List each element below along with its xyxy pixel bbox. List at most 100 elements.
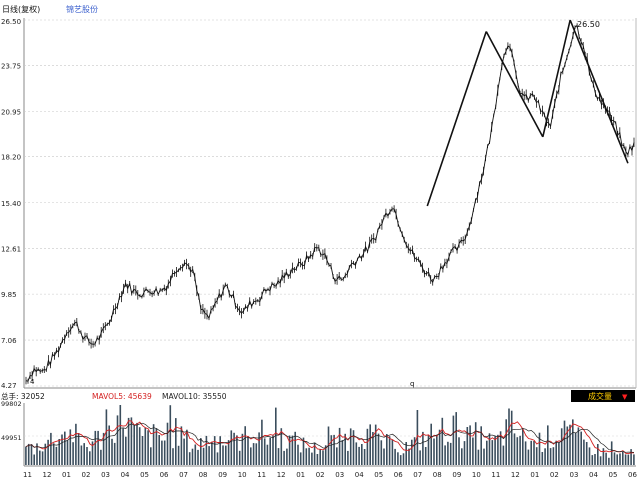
volume-bar: [230, 430, 233, 465]
volume-button-label: 成交量: [588, 391, 612, 401]
month-label: 11: [23, 471, 32, 479]
volume-bar: [333, 434, 335, 465]
volume-bar: [427, 435, 430, 465]
volume-bar: [391, 439, 394, 465]
volume-bar: [608, 457, 610, 465]
price-tick-label: 12.61: [1, 246, 21, 254]
volume-indicator-button[interactable]: 成交量 ▼: [571, 390, 635, 402]
volume-bar: [463, 441, 466, 465]
volume-bar: [227, 440, 230, 465]
volume-bar: [633, 454, 635, 465]
volume-bar: [64, 431, 66, 465]
volume-bar: [41, 451, 44, 465]
volume-bar: [205, 435, 208, 465]
volume-bar: [330, 435, 333, 465]
volume-bar: [33, 454, 35, 465]
volume-bar: [577, 427, 580, 465]
volume-bar: [599, 456, 602, 465]
month-label: 10: [472, 471, 481, 479]
volume-bar: [535, 447, 538, 465]
volume-bar: [313, 442, 316, 465]
volume-bar: [522, 428, 524, 465]
volume-bar: [366, 428, 369, 465]
volume-bar: [105, 409, 108, 465]
volume-bar: [286, 448, 288, 465]
volume-axis-mid: 49951: [1, 434, 22, 442]
volume-bar: [277, 448, 280, 465]
volume-bar: [213, 436, 216, 465]
volume-bar: [322, 450, 324, 465]
volume-bar: [166, 422, 169, 465]
vol-total-label: 总手: 32052: [1, 391, 45, 401]
volume-bar: [552, 447, 555, 465]
volume-button-bg: [571, 390, 635, 402]
volume-bar: [397, 452, 399, 465]
volume-bar: [55, 446, 58, 465]
volume-bar: [430, 423, 432, 465]
month-label: 01: [296, 471, 305, 479]
volume-bar: [466, 427, 469, 465]
volume-bar: [377, 433, 380, 465]
price-tick-label: 15.40: [1, 200, 21, 208]
volume-bar: [544, 448, 546, 465]
month-label: 06: [160, 471, 169, 479]
volume-bar: [336, 447, 338, 465]
price-panel[interactable]: 26.50 23.75 20.95 18.20 15.40 12.61 9.85 7.06 4.…: [1, 18, 637, 390]
volume-bar: [266, 444, 269, 465]
volume-bar: [150, 447, 152, 465]
volume-bar: [294, 431, 296, 465]
volume-panel[interactable]: 总手: 32052 MAVOL5: 45639 MAVOL10: 35550 成…: [1, 389, 636, 467]
volume-bar: [433, 438, 435, 465]
month-label: 04: [121, 471, 130, 479]
volume-bar: [69, 429, 72, 465]
volume-bar: [108, 425, 110, 465]
volume-bar: [455, 412, 457, 465]
volume-bar: [585, 442, 588, 465]
month-label: 03: [570, 471, 579, 479]
volume-bar: [241, 433, 244, 465]
volume-bar: [316, 454, 319, 465]
month-label: 08: [433, 471, 442, 479]
volume-bar: [58, 439, 60, 465]
volume-bar: [527, 449, 530, 465]
volume-bar: [472, 437, 474, 465]
month-label: 05: [609, 471, 618, 479]
volume-bar: [247, 436, 249, 465]
volume-bar: [461, 448, 463, 465]
volume-bar: [597, 444, 599, 465]
volume-bar: [186, 429, 188, 465]
month-label: 01: [62, 471, 71, 479]
volume-bar: [30, 444, 33, 465]
volume-bar: [341, 440, 344, 465]
volume-bar: [361, 444, 363, 465]
volume-bar: [613, 452, 616, 465]
volume-bar: [147, 430, 149, 465]
volume-bar: [200, 438, 202, 465]
volume-bar: [158, 435, 160, 465]
month-label: 03: [335, 471, 344, 479]
volume-bar: [383, 448, 385, 465]
volume-bar: [36, 443, 38, 465]
mavol5-label: MAVOL5: 45639: [92, 392, 152, 401]
volume-bar: [447, 441, 449, 465]
volume-bar: [347, 450, 349, 465]
volume-bar: [136, 422, 138, 465]
volume-bar: [627, 454, 630, 465]
volume-bar: [622, 451, 624, 465]
volume-bar: [111, 438, 113, 465]
stock-name: 锦艺股份: [66, 4, 98, 14]
volume-bar: [244, 426, 246, 465]
volume-bar: [477, 449, 480, 465]
volume-bar: [89, 451, 91, 465]
volume-bars: [25, 405, 635, 465]
volume-bar: [510, 410, 513, 465]
volume-bar: [155, 428, 158, 465]
volume-bar: [416, 410, 419, 465]
month-label: 06: [628, 471, 637, 479]
price-tick-label: 4.27: [1, 382, 17, 390]
volume-bar: [211, 441, 213, 465]
mavol10-line: [25, 422, 635, 453]
volume-bar: [424, 447, 427, 465]
